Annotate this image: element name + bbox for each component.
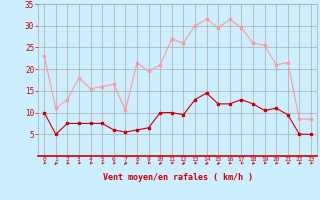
X-axis label: Vent moyen/en rafales ( km/h ): Vent moyen/en rafales ( km/h ) xyxy=(103,174,252,182)
